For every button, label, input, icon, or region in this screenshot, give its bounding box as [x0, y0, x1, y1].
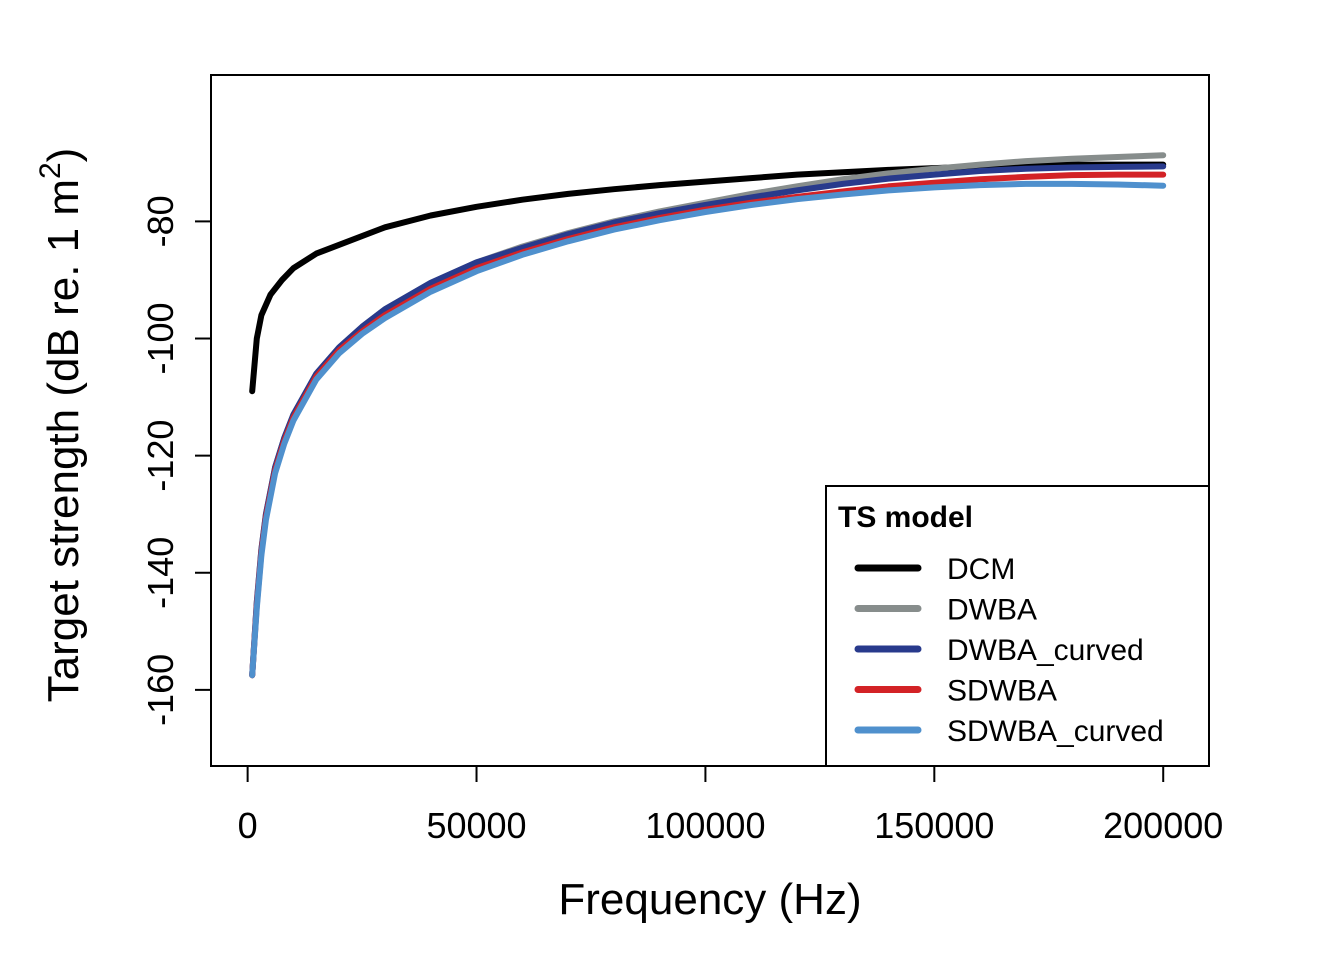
legend: TS model DCM DWBA DWBA_curved SDWBA SDWBA_cu…: [825, 485, 1210, 767]
y-tick-label: -100: [140, 302, 181, 374]
x-tick-label: 100000: [645, 805, 765, 846]
series-line-sdwba-curved: [249, 180, 1167, 679]
legend-label-sdwba: SDWBA: [947, 675, 1057, 708]
x-tick-label: 150000: [874, 805, 994, 846]
x-axis: 0 50000 100000 150000 200000: [238, 765, 1223, 846]
y-tick-label: -140: [140, 537, 181, 609]
legend-label-dwba: DWBA: [947, 594, 1037, 627]
series-layer: [249, 152, 1167, 679]
y-tick-label: -160: [140, 654, 181, 726]
series-line-dcm: [249, 161, 1167, 395]
x-tick-label: 0: [238, 805, 258, 846]
legend-title: TS model: [838, 501, 973, 534]
y-axis-label-main: Target strength (dB re. 1 m: [39, 179, 88, 702]
y-tick-label: -120: [140, 420, 181, 492]
x-tick-label: 50000: [426, 805, 526, 846]
legend-label-dcm: DCM: [947, 553, 1015, 586]
y-axis: -160 -140 -120 -100 -80: [140, 195, 212, 726]
y-axis-label-close: ): [39, 148, 88, 163]
legend-label-sdwba-curved: SDWBA_curved: [947, 715, 1164, 748]
y-tick-label: -80: [140, 195, 181, 247]
y-axis-label-superscript: 2: [34, 162, 67, 179]
legend-label-dwba-curved: DWBA_curved: [947, 634, 1144, 667]
x-axis-label: Frequency (Hz): [558, 875, 861, 924]
y-axis-label: Target strength (dB re. 1 m2): [34, 148, 88, 703]
legend-box: [825, 485, 1210, 767]
legend-items: DCM DWBA DWBA_curved SDWBA SDWBA_curved: [854, 553, 1164, 748]
x-tick-label: 200000: [1103, 805, 1223, 846]
